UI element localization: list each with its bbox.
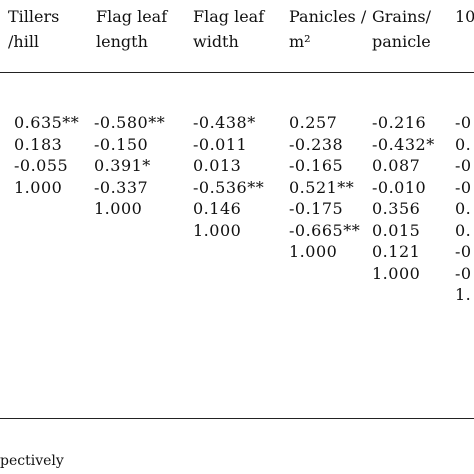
table-cell: 0.183 <box>14 134 63 154</box>
table-cell: -0.150 <box>94 134 149 154</box>
column-header: Tillers /hill <box>8 7 60 51</box>
table-cell: 0. <box>455 134 472 154</box>
table-cell: -0.055 <box>14 156 69 175</box>
table-cell: -0.011 <box>193 134 248 154</box>
table-cell: 0.356 <box>372 199 421 218</box>
table-cell: 0. <box>455 220 472 240</box>
table-cell: -0 <box>455 113 472 132</box>
table-cell: -0 <box>455 156 472 175</box>
table-cell: 0.121 <box>372 242 421 261</box>
column-header: Panicles / m² <box>289 7 367 51</box>
table-cell: -0.432* <box>372 134 435 154</box>
table-cell: 0.146 <box>193 199 242 218</box>
table-cell: 1. <box>455 285 472 304</box>
table-cell: -0 <box>455 242 472 261</box>
table-cell: -0 <box>455 263 472 283</box>
table-cell: 1.000 <box>289 242 338 261</box>
table-cell: -0.175 <box>289 199 344 218</box>
table-cell: 1.000 <box>372 263 421 283</box>
column-header: Flag leaf width <box>193 7 265 51</box>
table-cell: -0.536** <box>193 177 265 197</box>
table-cell: -0.438* <box>193 113 256 132</box>
column-header: Grains/ panicle <box>372 7 431 51</box>
table-cell: -0.010 <box>372 177 427 197</box>
table-cell: 0.257 <box>289 113 338 132</box>
table-cell: -0.337 <box>94 177 149 197</box>
table-cell: 0.087 <box>372 156 421 175</box>
table-cell: 0.391* <box>94 156 151 175</box>
table-cell: 0.521** <box>289 177 355 197</box>
table-cell: -0.580** <box>94 113 166 132</box>
bottom-rule <box>0 418 474 419</box>
table-cell: -0.216 <box>372 113 427 132</box>
table-cell: 0. <box>455 199 472 218</box>
table-cell: -0.665** <box>289 220 361 240</box>
table-cell: 1.000 <box>14 177 63 197</box>
table-cell: 1.000 <box>94 199 143 218</box>
table-cell: 0.013 <box>193 156 242 175</box>
column-header: 10 w <box>455 7 474 26</box>
table-cell: 0.635** <box>14 113 80 132</box>
table-cell: -0 <box>455 177 472 197</box>
table-cell: 1.000 <box>193 220 242 240</box>
column-header: Flag leaf length <box>96 7 168 51</box>
table-cell: -0.165 <box>289 156 344 175</box>
footnote: pectively <box>0 453 64 469</box>
header-rule <box>0 72 474 73</box>
table-cell: 0.015 <box>372 220 421 240</box>
table-cell: -0.238 <box>289 134 344 154</box>
